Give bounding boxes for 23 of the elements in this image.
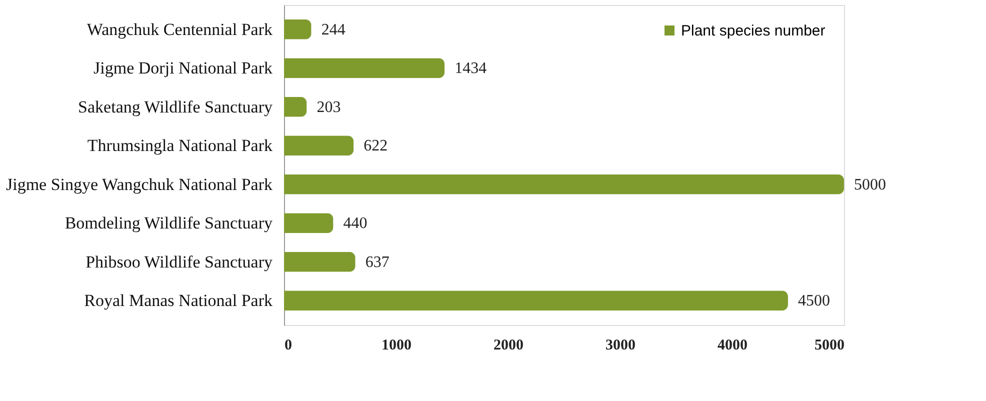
- data-label: 4500: [798, 292, 830, 310]
- y-tick-label: Phibsoo Wildlife Sanctuary: [86, 252, 273, 272]
- x-tick-label: 3000: [606, 338, 636, 354]
- data-label: 622: [364, 138, 388, 155]
- data-label: 637: [365, 254, 390, 271]
- y-tick-label: Bomdeling Wildlife Sanctuary: [64, 214, 273, 233]
- data-label: 1434: [454, 60, 487, 78]
- y-tick-label: Wangchuk Centennial Park: [86, 20, 273, 39]
- y-tick-label: Jigme Singye Wangchuk National Park: [6, 174, 273, 194]
- x-tick-label: 2000: [494, 338, 524, 354]
- data-label: 244: [321, 21, 346, 38]
- y-tick-label: Jigme Dorji National Park: [94, 58, 273, 78]
- x-tick-label: 4000: [718, 338, 748, 354]
- x-tick-label: 0: [284, 338, 292, 354]
- data-label: 5000: [854, 176, 886, 194]
- y-tick-label: Saketang Wildlife Sanctuary: [78, 97, 273, 116]
- y-tick-label: Royal Manas National Park: [84, 291, 273, 310]
- x-tick-label: 1000: [382, 338, 412, 354]
- x-tick-label: 5000: [814, 338, 844, 354]
- y-tick-label: Thrumsingla National Park: [87, 136, 273, 156]
- data-label: 440: [343, 215, 368, 232]
- data-label: 203: [316, 98, 341, 116]
- legend-label: Plant species number: [681, 22, 826, 40]
